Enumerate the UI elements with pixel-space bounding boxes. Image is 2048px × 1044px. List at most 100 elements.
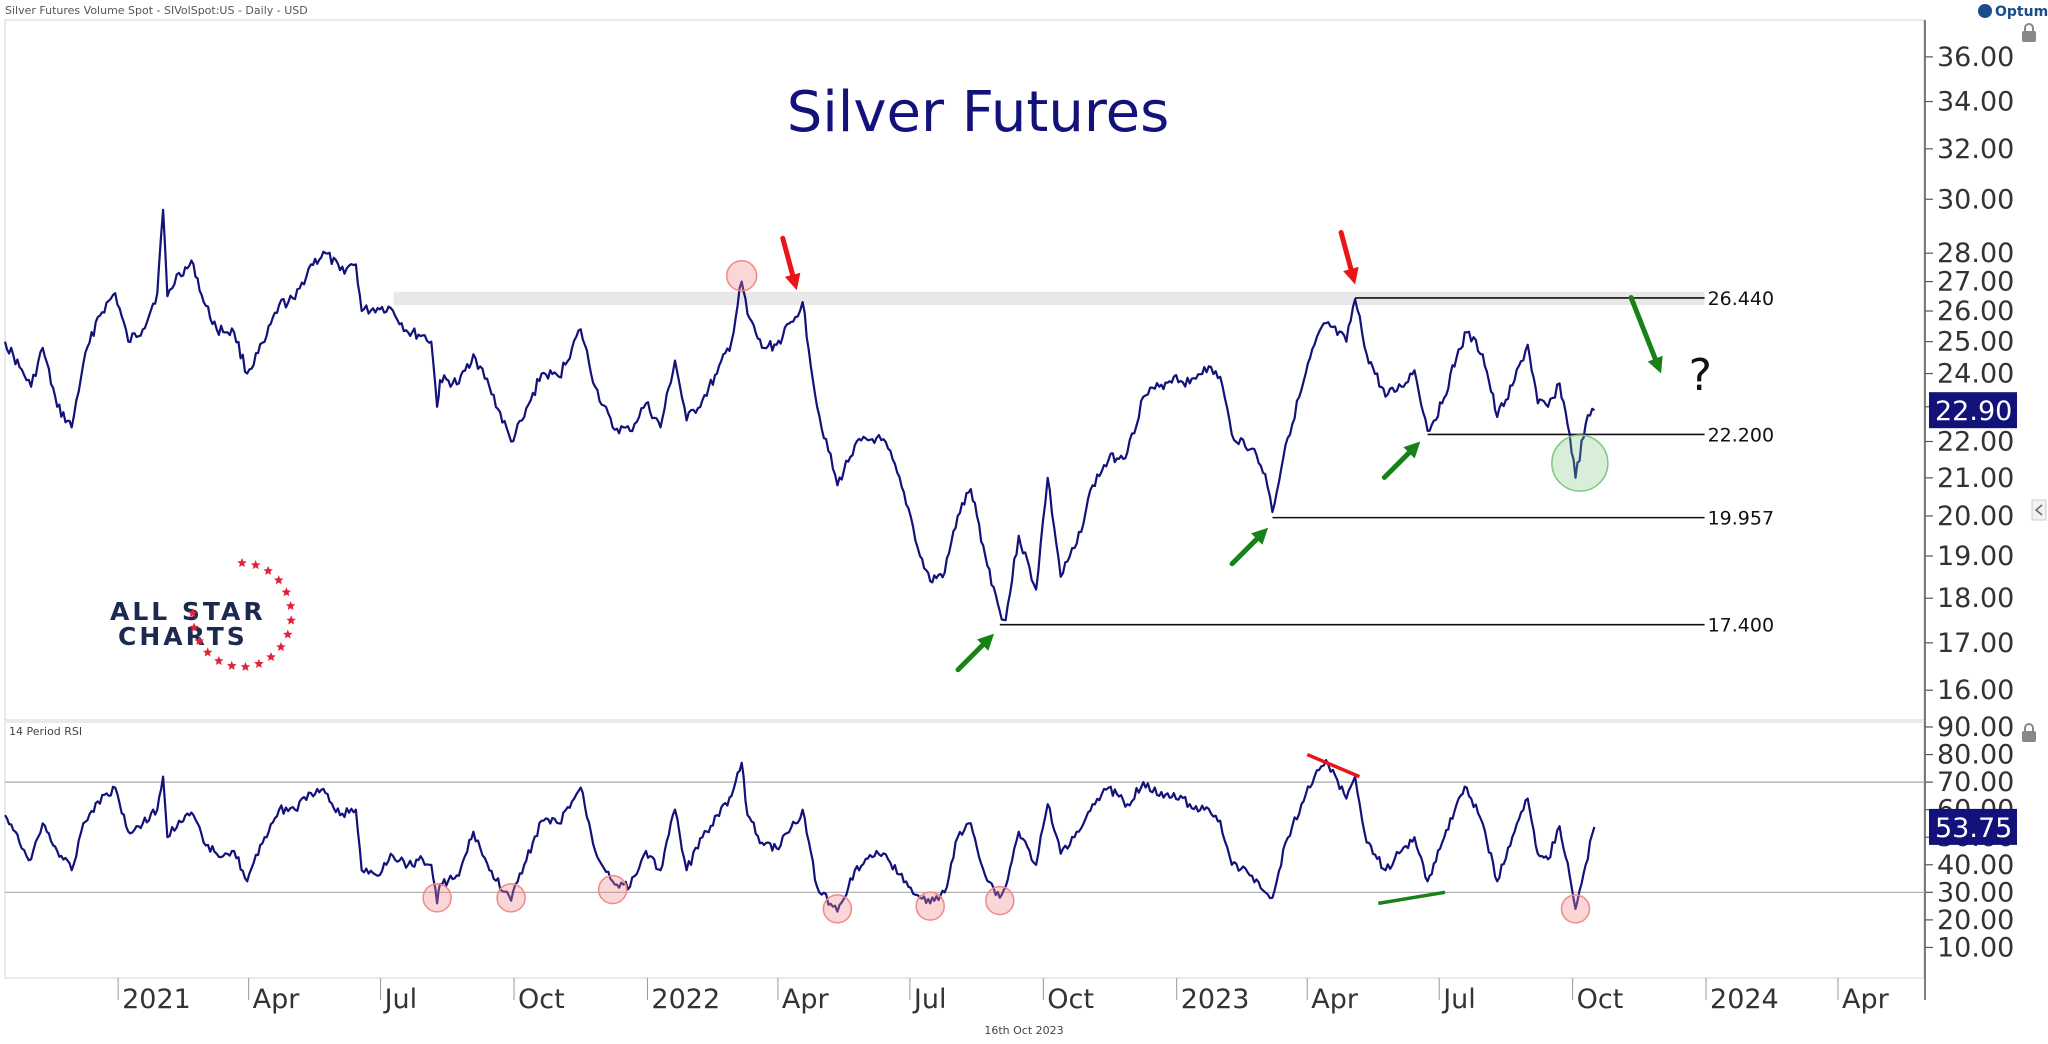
last-price-value: 22.90 <box>1935 396 2012 427</box>
rsi-panel-title: 14 Period RSI <box>9 725 82 738</box>
rsi-highlight-circle <box>597 874 628 905</box>
optuma-logo-icon <box>1978 4 1992 18</box>
green-arrow-head <box>1647 355 1663 374</box>
price-y-tick-label: 21.00 <box>1937 463 2014 494</box>
price-y-tick-label: 27.00 <box>1937 267 2014 298</box>
rsi-y-tick-label: 10.00 <box>1937 932 2014 963</box>
logo-star <box>237 558 247 567</box>
optuma-brand: Optuma <box>1978 4 2048 20</box>
logo-star <box>276 642 286 652</box>
logo-text-bottom: CHARTS <box>118 622 248 651</box>
logo-star <box>187 608 198 618</box>
highlight-circle-red <box>725 260 758 292</box>
price-chart: 16.0017.0018.0019.0020.0021.0022.0023.00… <box>3 42 2017 706</box>
logo-star <box>254 658 264 668</box>
x-axis-tick-label: 2024 <box>1710 984 1779 1015</box>
price-panel <box>4 19 1925 721</box>
rsi-highlight-circle <box>496 883 526 913</box>
x-axis-tick-label: Apr <box>1311 984 1359 1015</box>
price-y-tick-label: 28.00 <box>1937 238 2014 269</box>
x-axis-tick-label: Jul <box>1441 984 1476 1015</box>
x-axis-tick-label: Apr <box>782 984 830 1015</box>
rsi-chart: 10.0020.0030.0040.0050.0060.0070.0080.00… <box>4 712 2017 963</box>
green-arrow-shaft <box>955 642 986 673</box>
footer-date: 16th Oct 2023 <box>984 1024 1063 1037</box>
rsi-y-tick-label: 90.00 <box>1937 712 2014 743</box>
rsi-divergence-red-line <box>1306 752 1361 779</box>
collapse-panel-icon[interactable] <box>2031 499 2047 521</box>
green-arrow-shaft <box>1628 295 1658 362</box>
red-arrow-shaft <box>1338 229 1354 272</box>
green-arrow <box>1381 441 1421 480</box>
price-y-tick-label: 17.00 <box>1937 628 2014 659</box>
price-y-tick-label: 22.00 <box>1937 426 2014 457</box>
rsi-divergence-green-line <box>1378 890 1446 906</box>
highlight-circle-green <box>1551 434 1609 492</box>
green-arrow <box>1628 295 1663 374</box>
rsi-highlight-circle <box>985 885 1015 916</box>
logo-star <box>194 636 204 645</box>
logo-star <box>285 601 296 610</box>
x-axis-tick-label: Apr <box>1842 984 1890 1015</box>
price-y-tick-label: 36.00 <box>1937 42 2014 73</box>
green-arrow-head <box>977 633 995 651</box>
red-arrow <box>780 235 801 291</box>
x-axis-tick-label: Jul <box>383 984 418 1015</box>
x-axis-tick-label: Apr <box>253 984 301 1015</box>
logo-star <box>274 575 284 585</box>
lock-icon[interactable] <box>2022 23 2036 42</box>
red-arrow <box>1338 229 1359 285</box>
x-axis-tick-label: 2023 <box>1181 984 1250 1015</box>
question-mark: ? <box>1689 350 1712 401</box>
rsi-y-tick-label: 70.00 <box>1937 767 2014 798</box>
level-label: 17.400 <box>1708 615 1774 637</box>
green-arrow <box>1229 527 1269 567</box>
instrument-header: Silver Futures Volume Spot - SIVolSpot:U… <box>5 4 308 17</box>
logo-star <box>281 587 292 597</box>
rsi-y-tick-label: 30.00 <box>1937 877 2014 908</box>
price-y-tick-label: 30.00 <box>1937 184 2014 215</box>
price-y-tick-label: 26.00 <box>1937 296 2014 327</box>
red-arrow-head <box>1343 266 1359 285</box>
x-axis-tick-label: Jul <box>912 984 947 1015</box>
level-label: 26.440 <box>1708 288 1774 310</box>
logo-stars-icon <box>187 558 296 671</box>
rsi-y-tick-label: 40.00 <box>1937 850 2014 881</box>
price-y-tick-label: 16.00 <box>1937 675 2014 706</box>
logo-star <box>189 622 199 632</box>
price-y-tick-label: 25.00 <box>1937 327 2014 358</box>
rsi-y-tick-label: 20.00 <box>1937 905 2014 936</box>
level-label: 22.200 <box>1708 424 1774 446</box>
price-y-tick-label: 19.00 <box>1937 541 2014 572</box>
resistance-band <box>393 291 1705 306</box>
x-axis-tick-label: Oct <box>1047 984 1094 1015</box>
green-arrow-shaft <box>1381 450 1412 480</box>
logo-star <box>250 560 261 570</box>
level-label: 19.957 <box>1708 508 1774 530</box>
rsi-series-line <box>4 759 1596 913</box>
green-arrow-head <box>1403 441 1421 459</box>
logo-star <box>240 661 251 671</box>
logo-star <box>286 615 296 625</box>
rsi-panel <box>4 721 1925 979</box>
red-arrow-head <box>784 272 801 291</box>
rsi-highlight-circle <box>1560 894 1591 924</box>
price-y-tick-label: 24.00 <box>1937 359 2014 390</box>
green-arrow-shaft <box>1229 536 1260 567</box>
x-axis: 2021 Apr Jul Oct 2022 Apr Jul Oct 2023 Apr Jul Oct 2… <box>117 978 1890 1015</box>
logo-star <box>214 655 224 665</box>
price-y-tick-label: 32.00 <box>1937 134 2014 165</box>
logo-text-top: ALL STAR <box>110 597 266 626</box>
logo-star <box>283 629 293 639</box>
x-axis-tick-label: 2021 <box>122 984 191 1015</box>
rsi-highlight-circle <box>422 883 452 913</box>
lock-icon[interactable] <box>2022 723 2036 742</box>
price-y-tick-label: 34.00 <box>1937 87 2014 118</box>
rsi-last-value: 53.75 <box>1935 813 2012 844</box>
rsi-last-value-badge <box>1929 808 2017 845</box>
x-axis-tick-label: Oct <box>518 984 565 1015</box>
price-y-tick-label: 20.00 <box>1937 501 2014 532</box>
chart-title: Silver Futures <box>787 80 1170 145</box>
price-y-tick-label: 18.00 <box>1937 583 2014 614</box>
